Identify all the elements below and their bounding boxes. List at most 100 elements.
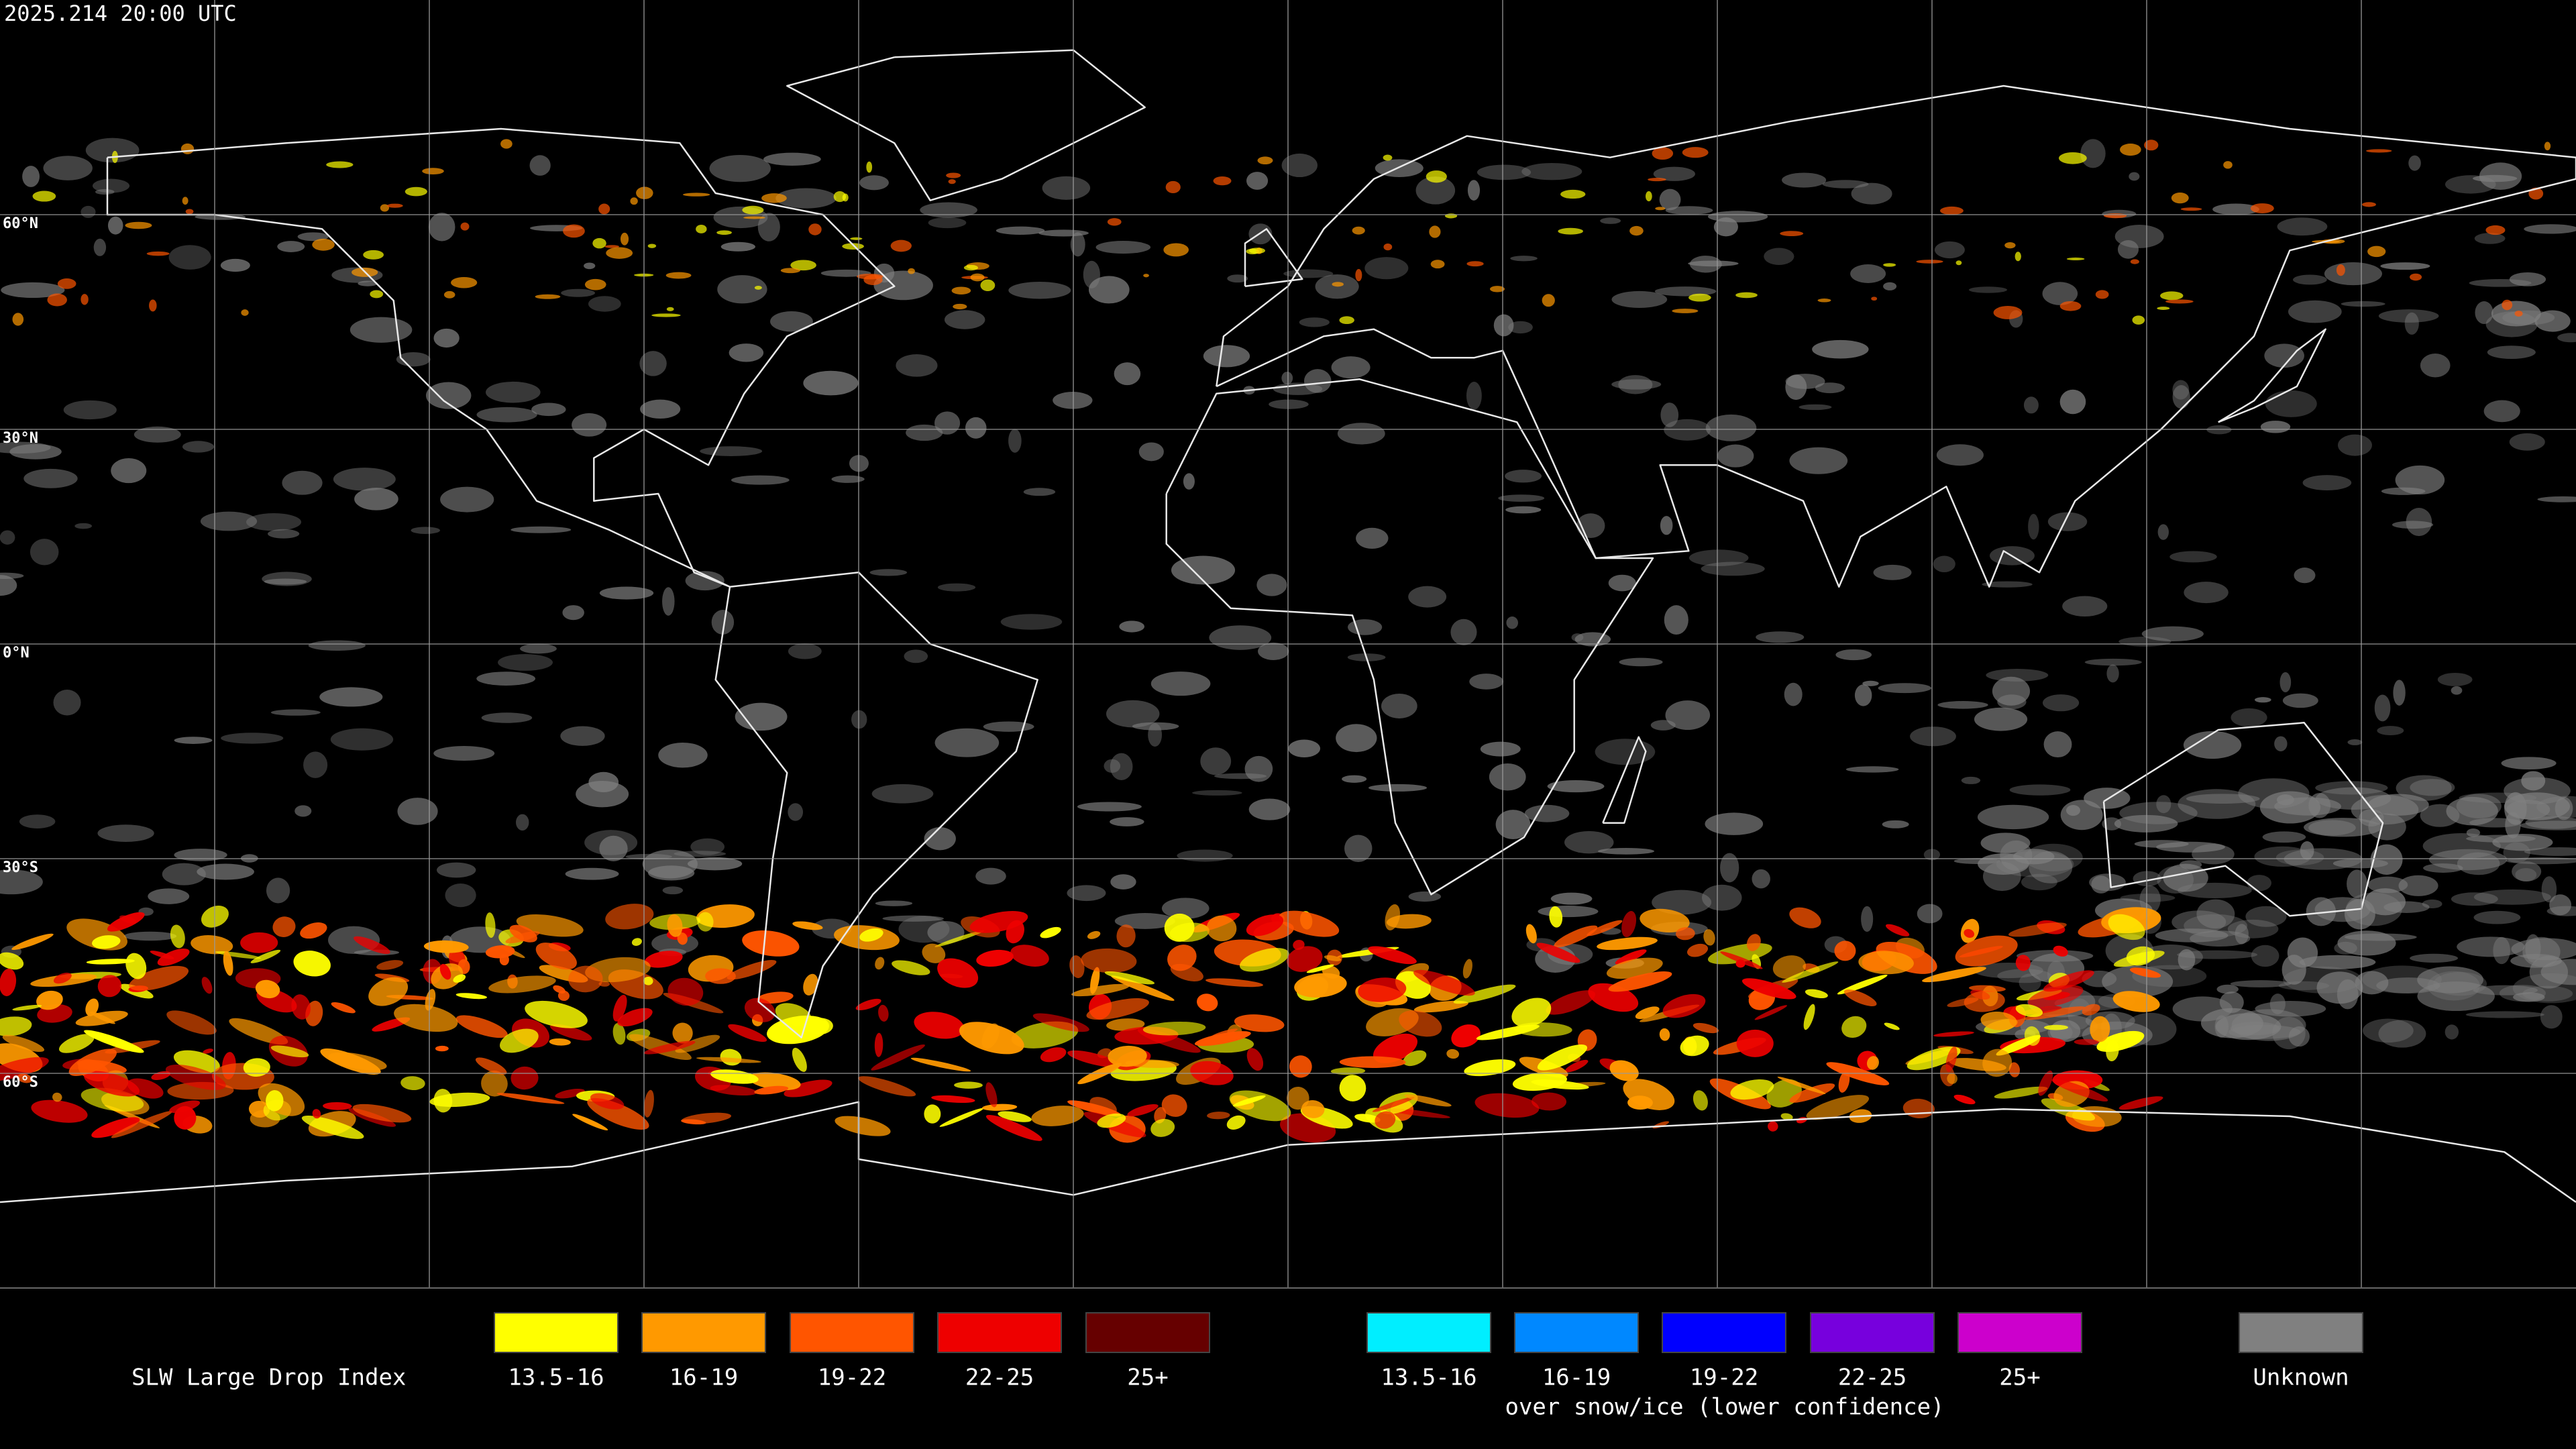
drop-cloud: [535, 943, 577, 970]
lat-label: 60°N: [3, 215, 38, 232]
drop-cloud: [1947, 1073, 1957, 1084]
drop-cloud: [180, 143, 195, 154]
unknown-cloud: [1053, 392, 1093, 409]
drop-cloud: [1916, 260, 1943, 264]
unknown-cloud: [1508, 321, 1533, 334]
unknown-cloud: [934, 728, 1000, 757]
drop-cloud: [0, 952, 24, 970]
unknown-cloud: [775, 188, 837, 209]
drop-cloud: [948, 179, 956, 184]
unknown-cloud: [2512, 973, 2576, 1004]
unknown-cloud: [2501, 757, 2557, 770]
drop-cloud: [2043, 1024, 2068, 1030]
drop-cloud: [1537, 1044, 1588, 1071]
unknown-cloud: [871, 784, 934, 804]
unknown-cloud: [2396, 775, 2452, 801]
unknown-cloud: [1104, 759, 1121, 773]
drop-cloud: [84, 1071, 140, 1097]
unknown-cloud: [411, 527, 441, 534]
drop-cloud: [1871, 297, 1878, 301]
drop-cloud: [963, 264, 978, 271]
unknown-cloud: [1845, 766, 1899, 773]
drop-cloud: [850, 237, 863, 240]
unknown-cloud: [1110, 817, 1144, 826]
legend-label: 19-22: [1690, 1364, 1758, 1391]
unknown-cloud: [2427, 971, 2480, 1001]
drop-cloud: [598, 203, 610, 215]
drop-cloud: [320, 1048, 381, 1075]
unknown-cloud: [2269, 994, 2286, 1014]
drop-cloud: [1169, 922, 1210, 943]
coastline: [2218, 328, 2326, 423]
unknown-cloud: [1717, 444, 1754, 468]
drop-cloud: [2157, 307, 2170, 311]
drop-cloud: [954, 1081, 983, 1089]
drop-cloud: [1955, 260, 1962, 266]
drop-cloud: [1686, 943, 1709, 957]
drop-cloud: [667, 977, 704, 1006]
drop-cloud: [47, 293, 67, 307]
drop-cloud: [1549, 906, 1563, 928]
unknown-cloud: [2370, 844, 2403, 875]
unknown-cloud: [2302, 475, 2352, 491]
unknown-cloud: [763, 152, 821, 166]
drop-cloud: [1782, 961, 1839, 983]
drop-cloud: [386, 203, 403, 208]
unknown-cloud: [2179, 860, 2202, 869]
unknown-cloud: [2308, 792, 2331, 818]
unknown-cloud: [1000, 614, 1063, 630]
unknown-cloud: [2300, 841, 2314, 860]
drop-cloud: [1142, 1021, 1206, 1036]
unknown-cloud: [1822, 180, 1869, 189]
unknown-cloud: [43, 156, 93, 180]
unknown-cloud: [2084, 658, 2142, 666]
drop-cloud: [1399, 1010, 1442, 1037]
unknown-cloud: [565, 867, 619, 880]
unknown-cloud: [2466, 828, 2481, 837]
drop-cloud: [1688, 293, 1711, 302]
drop-cloud: [604, 245, 619, 248]
drop-cloud: [951, 286, 971, 294]
unknown-cloud: [1600, 217, 1621, 224]
coastline: [1244, 228, 1303, 287]
drop-cloud: [612, 994, 627, 1022]
drop-cloud: [455, 1015, 508, 1038]
drop-cloud: [1885, 924, 1910, 936]
unknown-cloud: [937, 583, 976, 592]
unknown-cloud: [2021, 873, 2057, 891]
unknown-cloud: [1702, 884, 1742, 911]
drop-cloud: [1332, 282, 1344, 287]
drop-cloud: [922, 943, 946, 963]
lat-label: 60°S: [3, 1074, 38, 1091]
unknown-cloud: [2345, 892, 2402, 926]
unknown-cloud: [2155, 928, 2229, 943]
unknown-cloud: [572, 413, 607, 437]
unknown-cloud: [2392, 521, 2434, 529]
unknown-cloud: [2446, 796, 2498, 826]
unknown-cloud: [1977, 804, 2049, 830]
unknown-cloud: [2314, 897, 2371, 922]
unknown-cloud: [1665, 206, 1713, 215]
unknown-cloud: [788, 643, 822, 659]
unknown-cloud: [266, 877, 290, 904]
drop-cloud: [1615, 949, 1647, 965]
drop-cloud: [516, 914, 584, 937]
drop-cloud: [1907, 1046, 1961, 1071]
unknown-cloud: [1524, 804, 1570, 822]
drop-cloud: [1964, 928, 1975, 938]
drop-cloud: [806, 1018, 833, 1035]
unknown-cloud: [2274, 736, 2288, 751]
unknown-cloud: [1862, 680, 1879, 686]
drop-cloud: [301, 1116, 364, 1139]
drop-cloud: [293, 951, 331, 977]
drop-cloud: [485, 912, 496, 938]
unknown-cloud: [1256, 574, 1287, 596]
unknown-cloud: [735, 702, 788, 731]
unknown-cloud: [2351, 794, 2419, 825]
unknown-cloud: [1469, 674, 1504, 690]
unknown-cloud: [2393, 680, 2406, 706]
drop-cloud: [1558, 227, 1583, 235]
unknown-cloud: [803, 370, 859, 396]
drop-cloud: [182, 197, 189, 205]
unknown-cloud: [687, 857, 743, 871]
